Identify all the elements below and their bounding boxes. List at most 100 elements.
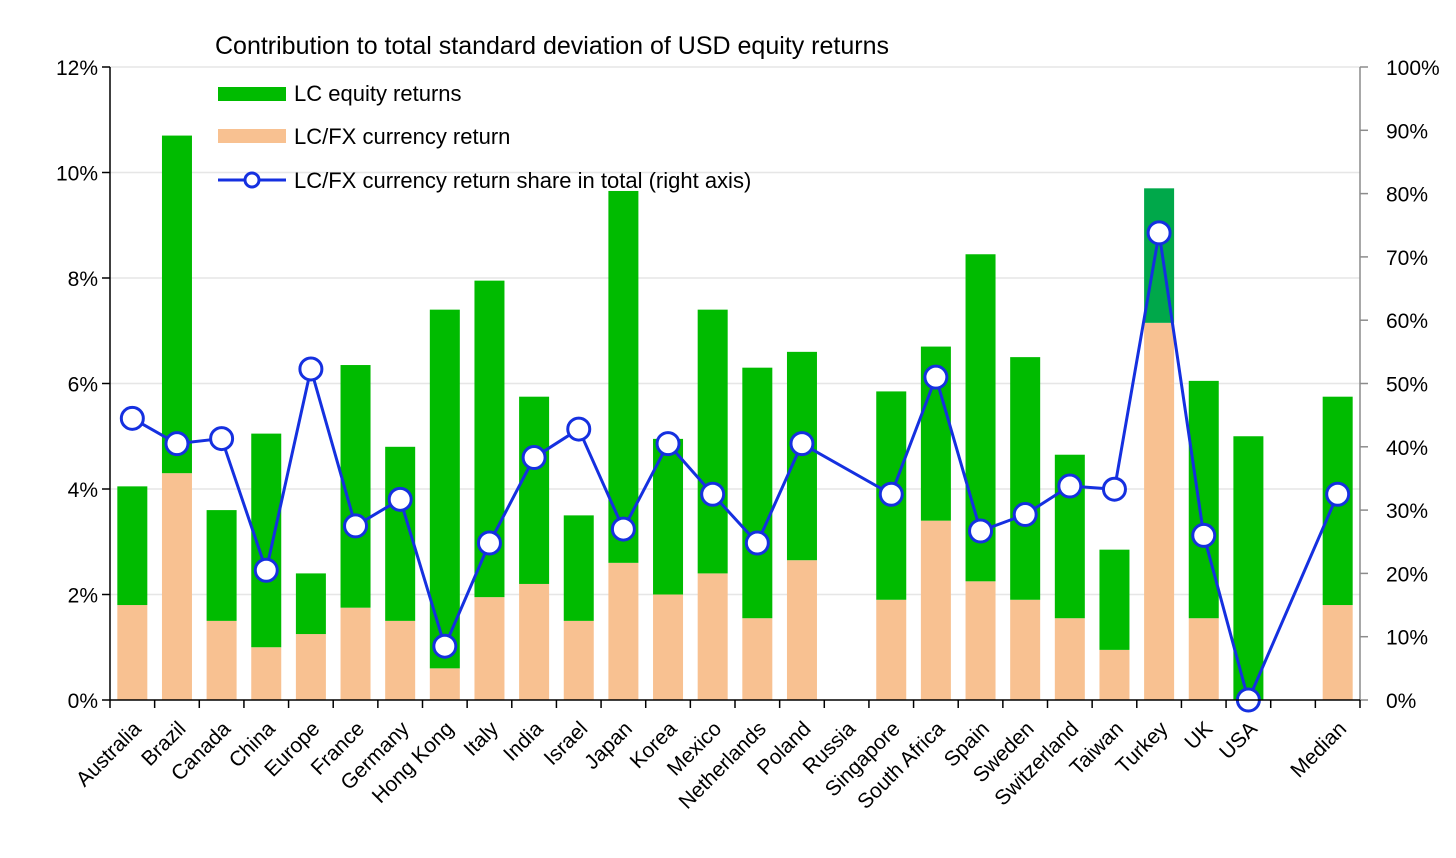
y-left-tick-label: 4% <box>68 479 98 502</box>
bar-currency-israel <box>563 620 594 700</box>
bar-currency-switzerland <box>1054 618 1085 700</box>
bar-equity-canada <box>206 510 237 621</box>
share-point-brazil <box>164 431 190 457</box>
share-point-australia <box>119 405 145 431</box>
y-left-tick-label: 8% <box>68 268 98 291</box>
bar-currency-europe <box>295 634 326 700</box>
share-point-korea <box>655 431 681 457</box>
x-tick-label: USA <box>1215 717 1262 764</box>
share-point-switzerland <box>1057 473 1083 499</box>
y-left-tick-label: 10% <box>56 163 98 186</box>
chart-title: Contribution to total standard deviation… <box>215 32 889 60</box>
bar-currency-germany <box>385 620 416 700</box>
share-point-germany <box>387 486 413 512</box>
y-right-tick-label: 90% <box>1386 120 1428 143</box>
share-point-sweden <box>1012 502 1038 528</box>
y-right-tick-label: 70% <box>1386 247 1428 270</box>
share-point-india <box>521 445 547 471</box>
y-left-tick-label: 12% <box>56 57 98 80</box>
share-point-netherlands <box>744 530 770 556</box>
bar-currency-netherlands <box>742 618 773 700</box>
bar-equity-taiwan <box>1099 549 1130 650</box>
share-point-taiwan <box>1101 476 1127 502</box>
share-point-mexico <box>700 481 726 507</box>
bar-currency-taiwan <box>1099 649 1130 700</box>
legend-swatch-equity <box>218 87 286 101</box>
share-point-south-africa <box>923 364 949 390</box>
y-right-tick-label: 20% <box>1386 563 1428 586</box>
bar-equity-brazil <box>161 135 192 474</box>
bar-equity-japan <box>608 190 639 563</box>
bar-currency-china <box>251 647 282 700</box>
bars <box>117 135 1353 700</box>
bar-currency-japan <box>608 562 639 700</box>
legend-marker-share <box>243 171 261 189</box>
share-point-turkey <box>1146 220 1172 246</box>
bar-equity-usa <box>1233 436 1264 700</box>
y-right-tick-label: 40% <box>1386 437 1428 460</box>
bar-currency-korea <box>653 594 684 700</box>
share-point-singapore <box>878 481 904 507</box>
bar-equity-australia <box>117 486 148 606</box>
bar-currency-spain <box>965 581 996 700</box>
y-left-tick-label: 6% <box>68 374 98 397</box>
bar-currency-australia <box>117 605 148 700</box>
y-right-tick-label: 0% <box>1386 690 1416 713</box>
y-right-tick-label: 60% <box>1386 310 1428 333</box>
share-point-spain <box>968 518 994 544</box>
x-tick-label: Turkey <box>1112 717 1173 778</box>
x-tick-label: UK <box>1180 717 1217 754</box>
bar-currency-sweden <box>1010 599 1041 700</box>
bar-equity-netherlands <box>742 367 773 619</box>
x-tick-label: Median <box>1286 717 1351 782</box>
bar-equity-israel <box>563 515 594 621</box>
share-point-europe <box>298 356 324 382</box>
share-point-israel <box>566 416 592 442</box>
bar-currency-italy <box>474 597 505 700</box>
share-point-hong-kong <box>432 633 458 659</box>
share-point-italy <box>476 530 502 556</box>
bar-equity-sweden <box>1010 357 1041 600</box>
bar-equity-india <box>519 396 550 584</box>
bar-equity-europe <box>295 573 326 635</box>
bar-currency-poland <box>786 560 817 700</box>
legend: LC equity returns LC/FX currency return LC… <box>218 81 751 193</box>
share-point-japan <box>610 516 636 542</box>
legend-swatch-currency <box>218 129 286 143</box>
share-point-uk <box>1191 522 1217 548</box>
share-point-poland <box>789 431 815 457</box>
legend-label-equity: LC equity returns <box>294 81 462 106</box>
y-left-tick-label: 0% <box>68 690 98 713</box>
y-left-tick-label: 2% <box>68 585 98 608</box>
y-right-tick-label: 100% <box>1386 57 1440 80</box>
share-point-canada <box>209 426 235 452</box>
bar-currency-mexico <box>697 573 728 700</box>
share-point-median <box>1325 481 1351 507</box>
bar-currency-median <box>1322 605 1353 700</box>
bar-equity-uk <box>1188 380 1219 619</box>
y-right-tick-label: 10% <box>1386 627 1428 650</box>
bar-currency-france <box>340 607 371 700</box>
y-right-tick-label: 50% <box>1386 374 1428 397</box>
x-tick-label: Australia <box>72 717 146 791</box>
x-tick-label: Italy <box>460 717 504 761</box>
bar-currency-south-africa <box>920 520 951 700</box>
y-right-tick-label: 80% <box>1386 184 1428 207</box>
bar-currency-turkey <box>1144 322 1175 700</box>
legend-label-share: LC/FX currency return share in total (ri… <box>294 168 751 193</box>
bar-currency-canada <box>206 620 237 700</box>
y-right-tick-label: 30% <box>1386 500 1428 523</box>
legend-label-currency: LC/FX currency return <box>294 124 510 149</box>
bar-currency-india <box>519 583 550 700</box>
x-tick-label: India <box>499 717 548 766</box>
bar-currency-brazil <box>161 473 192 700</box>
share-point-china <box>253 557 279 583</box>
x-tick-label: Japan <box>580 717 637 774</box>
bar-currency-uk <box>1188 618 1219 700</box>
share-point-france <box>343 513 369 539</box>
bar-equity-mexico <box>697 309 728 574</box>
bar-currency-singapore <box>876 599 907 700</box>
bar-currency-hong-kong <box>429 668 460 700</box>
share-line <box>119 220 1351 713</box>
